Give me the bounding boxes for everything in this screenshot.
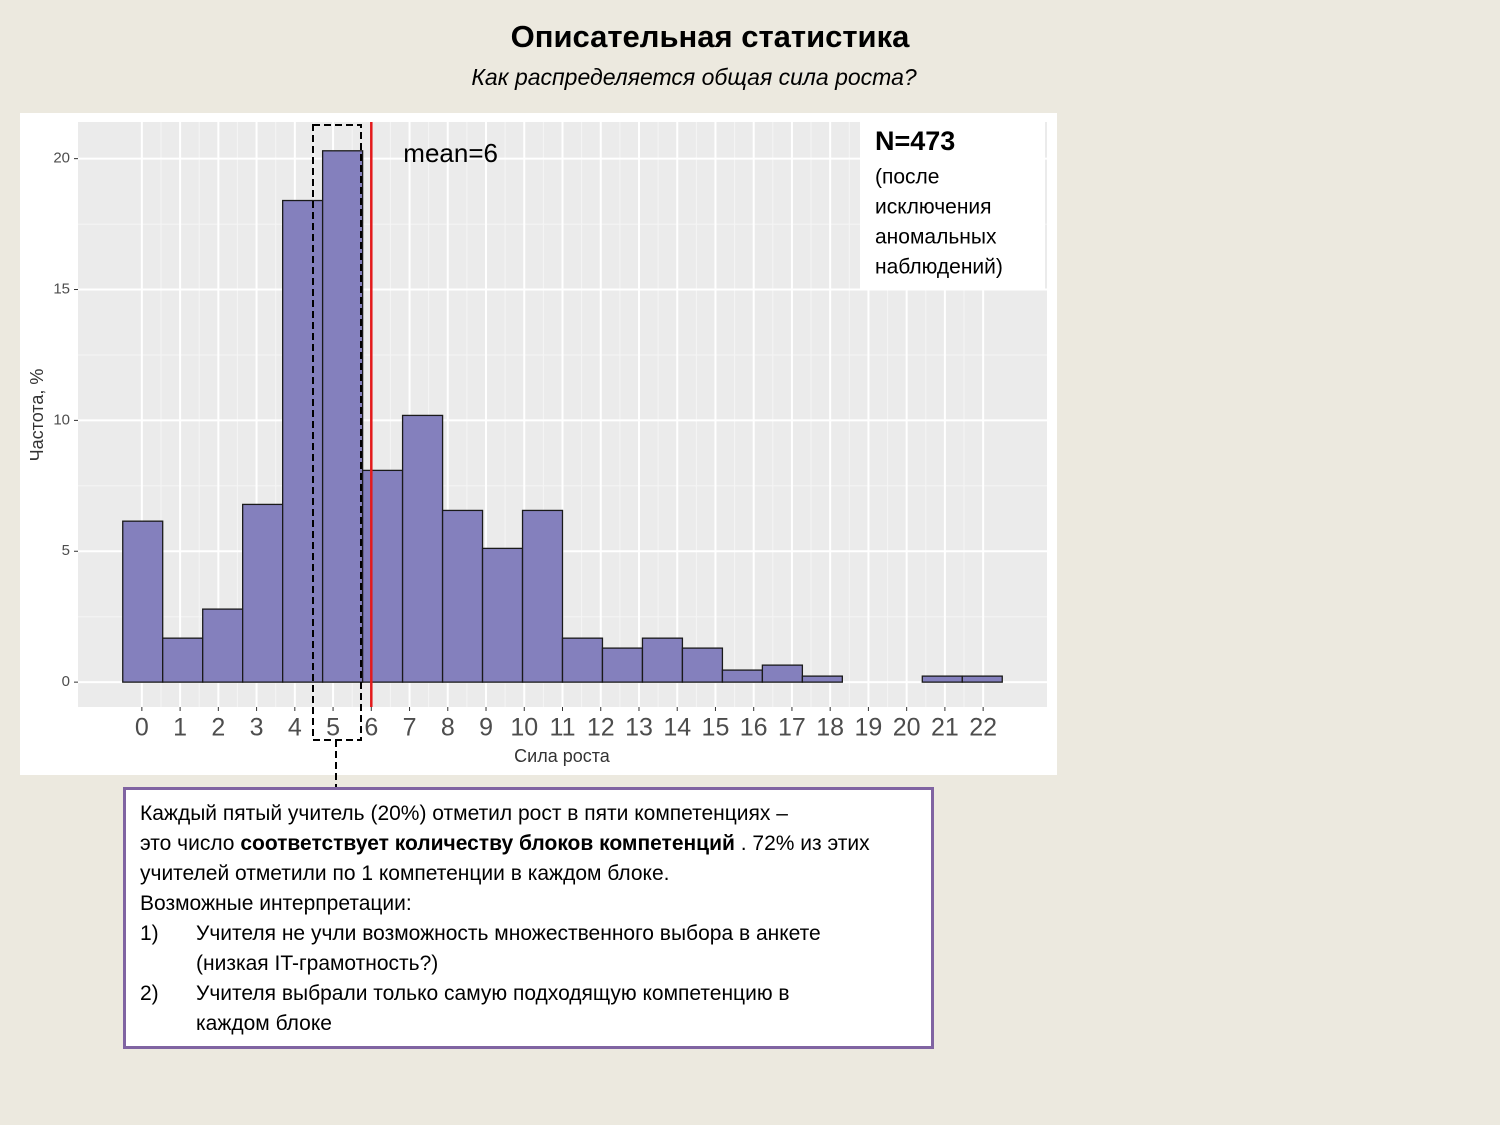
marks xyxy=(122,122,1003,707)
x-tick-label: 8 xyxy=(441,714,455,742)
x-tick-label: 18 xyxy=(816,714,844,742)
bar xyxy=(761,664,804,683)
bar xyxy=(721,669,764,683)
note-line: (после xyxy=(875,166,939,189)
x-tick-label: 12 xyxy=(587,714,615,742)
y-tick-label: 5 xyxy=(62,542,70,559)
note-line: исключения xyxy=(875,196,992,219)
x-tick-label: 0 xyxy=(135,714,149,742)
list-item: 2) Учителя выбрали только самую подходящу… xyxy=(140,979,917,1039)
x-tick-label: 9 xyxy=(479,714,493,742)
bar xyxy=(561,637,604,683)
bar xyxy=(681,647,724,683)
y-tick-label: 0 xyxy=(62,673,70,690)
x-tick-label: 7 xyxy=(403,714,417,742)
comment-list: 1) Учителя не учли возможность множествен… xyxy=(140,919,917,1039)
comment-heading: Возможные интерпретации: xyxy=(140,892,412,915)
list-line: Учителя не учли возможность множественно… xyxy=(196,922,821,945)
x-tick-label: 19 xyxy=(855,714,883,742)
x-tick-label: 11 xyxy=(550,714,576,742)
x-tick-label: 10 xyxy=(510,714,538,742)
x-tick-label: 17 xyxy=(778,714,806,742)
list-line: (низкая IT-грамотность?) xyxy=(196,952,439,975)
x-tick-label: 6 xyxy=(364,714,378,742)
list-line: каждом блоке xyxy=(196,1012,332,1035)
x-tick-label: 16 xyxy=(740,714,768,742)
bar xyxy=(162,637,204,683)
x-tick-label: 5 xyxy=(326,714,340,742)
bar xyxy=(361,469,404,683)
bar xyxy=(202,608,244,683)
comment-bold: соответствует количеству блоков компетен… xyxy=(240,832,735,855)
bar xyxy=(282,199,324,683)
y-tick-label: 20 xyxy=(53,150,70,167)
chart-subtitle: Как распределяется общая сила роста? xyxy=(471,64,917,90)
x-tick-label: 22 xyxy=(969,714,997,742)
x-tick-label: 1 xyxy=(173,714,187,742)
comment-line: это число соответствует количеству блоко… xyxy=(140,829,917,859)
list-number: 1) xyxy=(140,922,159,945)
x-tick-label: 2 xyxy=(211,714,225,742)
y-tick-label: 10 xyxy=(53,411,70,428)
bar xyxy=(122,520,164,683)
bar xyxy=(961,675,1003,683)
note-box xyxy=(860,122,1045,290)
list-text: Учителя выбрали только самую подходящую … xyxy=(196,979,790,1039)
bar xyxy=(321,150,364,683)
comment-line: Каждый пятый учитель (20%) отметил рост … xyxy=(140,802,788,825)
bar xyxy=(481,547,524,683)
y-tick-label: 15 xyxy=(53,280,70,297)
x-tick-label: 20 xyxy=(893,714,921,742)
bar xyxy=(401,414,444,683)
bar xyxy=(601,647,644,683)
x-tick-label: 15 xyxy=(702,714,730,742)
comment-line: учителей отметили по 1 компетенции в каж… xyxy=(140,862,670,885)
list-item: 1) Учителя не учли возможность множествен… xyxy=(140,919,917,979)
list-text: Учителя не учли возможность множественно… xyxy=(196,919,821,979)
note-line: наблюдений) xyxy=(875,256,1003,279)
y-axis-title: Частота, % xyxy=(27,369,47,462)
x-tick-label: 21 xyxy=(931,714,959,742)
mean-label: mean=6 xyxy=(403,138,498,168)
x-axis-title: Сила роста xyxy=(514,746,611,766)
bar xyxy=(801,675,843,683)
x-tick-label: 13 xyxy=(625,714,653,742)
x-tick-label: 3 xyxy=(250,714,264,742)
x-tick-label: 14 xyxy=(663,714,691,742)
list-line: Учителя выбрали только самую подходящую … xyxy=(196,982,790,1005)
bar xyxy=(641,637,684,683)
note-line: аномальных xyxy=(875,226,997,249)
note-title: N=473 xyxy=(875,126,955,156)
comment-text: это число xyxy=(140,832,241,855)
chart-title: Описательная статистика xyxy=(511,19,910,54)
comment-box: Каждый пятый учитель (20%) отметил рост … xyxy=(123,787,934,1049)
bar xyxy=(521,509,564,683)
bar xyxy=(921,675,963,683)
x-tick-label: 4 xyxy=(288,714,302,742)
bar xyxy=(242,503,284,683)
comment-text: . 72% из этих xyxy=(734,832,870,855)
list-number: 2) xyxy=(140,982,159,1005)
bar xyxy=(441,509,484,683)
